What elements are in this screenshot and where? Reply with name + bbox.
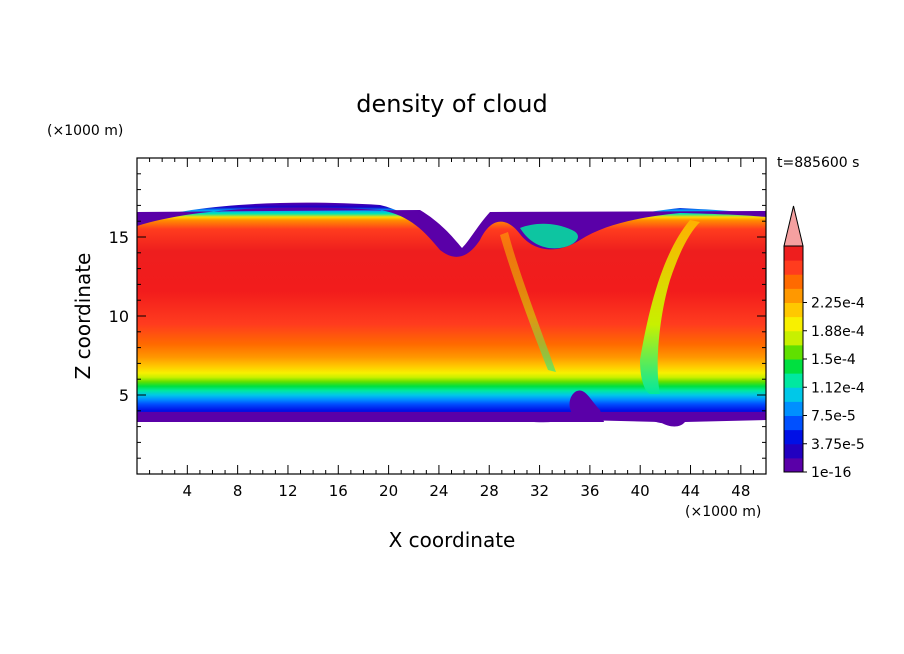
left-plume <box>500 232 556 372</box>
x-tick-label: 44 <box>681 482 700 500</box>
colorbar-overflow-arrow <box>783 205 804 247</box>
y-unit-label: (×1000 m) <box>47 123 123 139</box>
x-tick-label: 20 <box>379 482 398 500</box>
colorbar-level <box>784 359 803 374</box>
colorbar: 1e-16 3.75e-5 7.5e-5 1.12e-4 1.5e-4 1.88e-4 2.… <box>783 205 865 481</box>
x-axis-label: X coordinate <box>389 528 516 552</box>
x-tick-label: 12 <box>278 482 297 500</box>
colorbar-label: 1.88e-4 <box>811 324 865 340</box>
colorbar-level <box>784 274 803 289</box>
x-tick-label: 16 <box>329 482 348 500</box>
cloud-band <box>137 202 766 424</box>
colorbar-label: 7.5e-5 <box>811 409 856 425</box>
x-tick-label: 48 <box>731 482 750 500</box>
chart-title: density of cloud <box>356 90 547 118</box>
x-tick-label: 36 <box>580 482 599 500</box>
cloud-top-edge <box>137 207 766 257</box>
x-tick-label: 24 <box>429 482 448 500</box>
colorbar-level <box>784 373 803 388</box>
x-tick-label: 4 <box>183 482 193 500</box>
x-tick-label: 8 <box>233 482 243 500</box>
colorbar-level <box>784 429 803 445</box>
right-plume <box>640 220 700 394</box>
y-tick-label: 5 <box>119 386 129 405</box>
y-tick-label: 10 <box>109 307 129 326</box>
colorbar-level <box>784 344 803 360</box>
colorbar-level <box>784 387 803 402</box>
colorbar-level <box>784 401 803 416</box>
colorbar-level <box>784 457 803 473</box>
colorbar-label: 1.12e-4 <box>811 380 865 396</box>
time-label: t=885600 s <box>777 155 859 171</box>
cloud-mid-layer <box>520 223 579 249</box>
x-axis-ticks: 4 8 12 16 20 24 28 32 36 40 44 48 <box>149 158 754 500</box>
colorbar-label: 2.25e-4 <box>811 296 865 312</box>
y-axis-ticks: 5 10 15 <box>109 173 766 459</box>
colorbar-label: 1e-16 <box>811 465 851 481</box>
cloud-base-edge <box>137 390 766 427</box>
colorbar-level <box>784 302 803 318</box>
cloud-field <box>137 202 766 427</box>
y-tick-label: 15 <box>109 228 129 247</box>
colorbar-level <box>784 330 803 346</box>
y-axis-label: Z coordinate <box>71 253 95 380</box>
x-tick-label: 28 <box>480 482 499 500</box>
x-unit-label: (×1000 m) <box>685 504 761 520</box>
colorbar-label: 3.75e-5 <box>811 437 865 453</box>
x-tick-label: 40 <box>631 482 650 500</box>
colorbar-level <box>784 316 803 332</box>
colorbar-label: 1.5e-4 <box>811 352 856 368</box>
x-tick-label: 32 <box>530 482 549 500</box>
colorbar-level <box>784 288 803 303</box>
colorbar-level <box>784 260 803 275</box>
colorbar-level <box>784 246 803 261</box>
colorbar-level <box>784 443 803 459</box>
colorbar-level <box>784 415 803 431</box>
